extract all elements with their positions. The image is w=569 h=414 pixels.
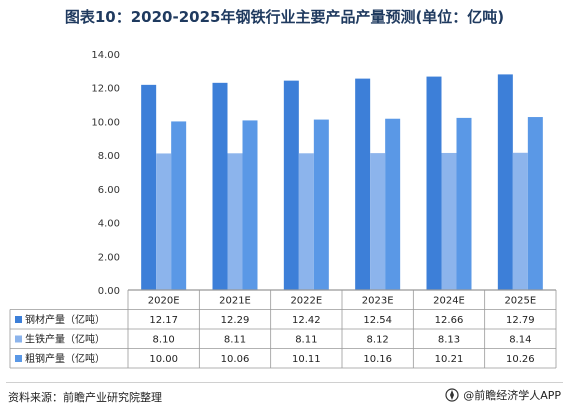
bar-2022E-series-2 xyxy=(313,119,329,291)
y-tick-label: 12.00 xyxy=(91,84,120,95)
bar-2025E-series-1 xyxy=(512,152,528,290)
source-note: 资料来源：前瞻产业研究院整理 xyxy=(8,391,162,404)
x-category-label: 2025E xyxy=(504,296,536,307)
bar-2023E-series-0 xyxy=(355,78,371,291)
x-category-label: 2024E xyxy=(433,296,465,307)
data-label: 10.16 xyxy=(363,354,392,365)
data-label: 8.11 xyxy=(295,335,317,346)
x-category-label: 2023E xyxy=(362,296,394,307)
data-label: 10.00 xyxy=(149,354,178,365)
x-category-label: 2020E xyxy=(148,296,180,307)
y-tick-label: 14.00 xyxy=(91,50,120,61)
footer-divider xyxy=(6,382,563,383)
bar-2024E-series-2 xyxy=(456,117,472,290)
bar-2023E-series-1 xyxy=(370,153,386,290)
bar-2020E-series-1 xyxy=(156,153,172,290)
legend-swatch xyxy=(15,335,22,343)
y-tick-label: 6.00 xyxy=(98,185,120,196)
data-label: 8.14 xyxy=(509,335,531,346)
bar-2022E-series-0 xyxy=(283,80,299,291)
compass-logo-icon xyxy=(445,388,459,402)
x-category-label: 2022E xyxy=(290,296,322,307)
y-axis-ticks: 0.00 2.00 4.00 6.00 8.00 10.00 12.00 14.00 xyxy=(91,50,120,297)
y-tick-label: 8.00 xyxy=(98,151,120,162)
x-category-label: 2021E xyxy=(219,296,251,307)
data-label: 10.26 xyxy=(506,354,535,365)
bar-2021E-series-2 xyxy=(242,120,258,290)
data-label: 12.17 xyxy=(149,315,178,326)
bar-2021E-series-0 xyxy=(212,82,228,290)
legend-label: 生铁产量（亿吨） xyxy=(25,333,105,346)
data-label: 12.66 xyxy=(435,315,464,326)
data-label: 10.21 xyxy=(435,354,464,365)
brand-label: @前瞻经济学人APP xyxy=(463,389,561,402)
bar-2023E-series-2 xyxy=(385,118,401,290)
data-table: 2020E 2021E 2022E 2023E 2024E 2025E 钢材产量（亿吨） 12… xyxy=(9,289,557,369)
legend-label: 钢材产量（亿吨） xyxy=(25,313,105,326)
legend-label: 粗钢产量（亿吨） xyxy=(25,352,105,365)
bar-2024E-series-0 xyxy=(426,76,442,291)
bar-2024E-series-1 xyxy=(441,152,457,290)
y-tick-label: 2.00 xyxy=(98,252,120,263)
bar-2025E-series-2 xyxy=(527,117,543,290)
bar-2021E-series-1 xyxy=(227,153,243,290)
data-label: 8.10 xyxy=(153,335,175,346)
data-label: 12.54 xyxy=(363,315,392,326)
bar-2022E-series-1 xyxy=(298,153,314,290)
chart-title: 图表10：2020-2025年钢铁行业主要产品产量预测(单位：亿吨) xyxy=(64,8,505,26)
y-tick-label: 10.00 xyxy=(91,117,120,128)
data-label: 12.29 xyxy=(221,315,250,326)
brand-credit: @前瞻经济学人APP xyxy=(445,387,561,403)
data-label: 10.11 xyxy=(292,354,321,365)
data-label: 10.06 xyxy=(221,354,250,365)
data-label: 12.79 xyxy=(506,315,535,326)
bar-2020E-series-0 xyxy=(141,84,157,290)
bar-2020E-series-2 xyxy=(171,121,187,290)
y-tick-label: 4.00 xyxy=(98,219,120,230)
legend-swatch xyxy=(15,355,22,362)
data-label: 8.12 xyxy=(367,335,389,346)
bar-marks xyxy=(141,74,543,291)
y-tick-label: 0.00 xyxy=(98,286,120,297)
data-label: 12.42 xyxy=(292,315,321,326)
bar-2025E-series-0 xyxy=(497,74,513,290)
data-label: 8.13 xyxy=(438,335,460,346)
data-label: 8.11 xyxy=(224,335,246,346)
legend-swatch xyxy=(15,316,22,323)
